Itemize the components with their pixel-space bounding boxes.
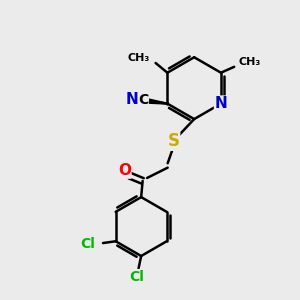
Text: C: C bbox=[138, 93, 148, 107]
Text: CH₃: CH₃ bbox=[238, 57, 261, 68]
Text: S: S bbox=[168, 132, 180, 150]
Text: CH₃: CH₃ bbox=[128, 53, 150, 63]
Text: N: N bbox=[126, 92, 138, 107]
Text: N: N bbox=[214, 96, 227, 111]
Text: O: O bbox=[118, 163, 131, 178]
Text: Cl: Cl bbox=[129, 270, 144, 283]
Text: Cl: Cl bbox=[80, 237, 95, 251]
